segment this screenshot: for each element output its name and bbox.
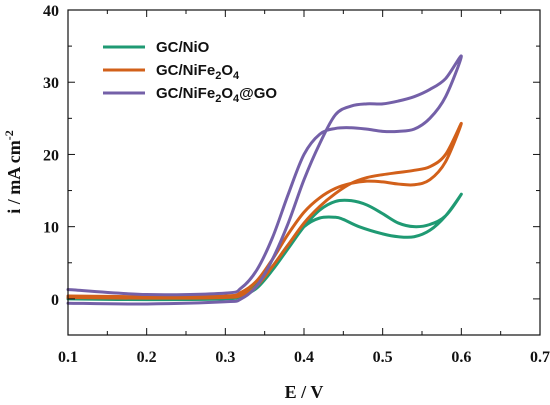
legend-subscript: 2 <box>215 70 221 82</box>
y-axis-label: i / mA cm-2 <box>2 130 24 214</box>
plot-frame <box>67 9 541 336</box>
y-tick-label: 40 <box>43 3 59 20</box>
series-line-0 <box>66 192 463 302</box>
legend-text-part: GC/NiO <box>156 39 210 56</box>
x-tick-label: 0.7 <box>530 349 550 366</box>
legend-label-2: GC/NiFe2O4@GO <box>156 85 277 105</box>
y-tick-label: 10 <box>43 220 59 237</box>
series-line-2 <box>66 54 463 306</box>
x-tick-label: 0.6 <box>451 349 471 366</box>
y-tick-label: 30 <box>43 75 59 92</box>
legend-label-1: GC/NiFe2O4 <box>156 62 240 82</box>
y-axis-label-superscript: -2 <box>2 130 16 140</box>
legend-subscript: 2 <box>215 93 221 105</box>
legend-text-part: O <box>221 62 233 79</box>
series-layer <box>66 54 463 306</box>
legend-text-part: O <box>221 85 233 102</box>
x-tick-label: 0.2 <box>137 349 157 366</box>
y-tick-label: 0 <box>51 292 59 309</box>
legend-text-part: @GO <box>239 85 277 102</box>
y-tick-label: 20 <box>43 147 59 164</box>
legend-label-0: GC/NiO <box>156 39 210 56</box>
legend-text-part: GC/NiFe <box>156 62 215 79</box>
x-tick-label: 0.3 <box>215 349 235 366</box>
x-axis-label: E / V <box>285 382 324 402</box>
series-line-1 <box>66 121 463 300</box>
y-axis-label-main: i / mA cm <box>4 140 24 214</box>
legend-subscript: 4 <box>233 70 240 82</box>
x-tick-label: 0.4 <box>294 349 314 366</box>
x-tick-label: 0.1 <box>58 349 78 366</box>
legend-subscript: 4 <box>233 93 240 105</box>
ticks-layer <box>67 9 541 336</box>
tick-labels-layer: 0.1 0.2 0.3 0.4 0.5 0.6 0.7 0 10 20 30 40 <box>43 3 550 366</box>
x-tick-label: 0.5 <box>373 349 393 366</box>
legend-text-part: GC/NiFe <box>156 85 215 102</box>
